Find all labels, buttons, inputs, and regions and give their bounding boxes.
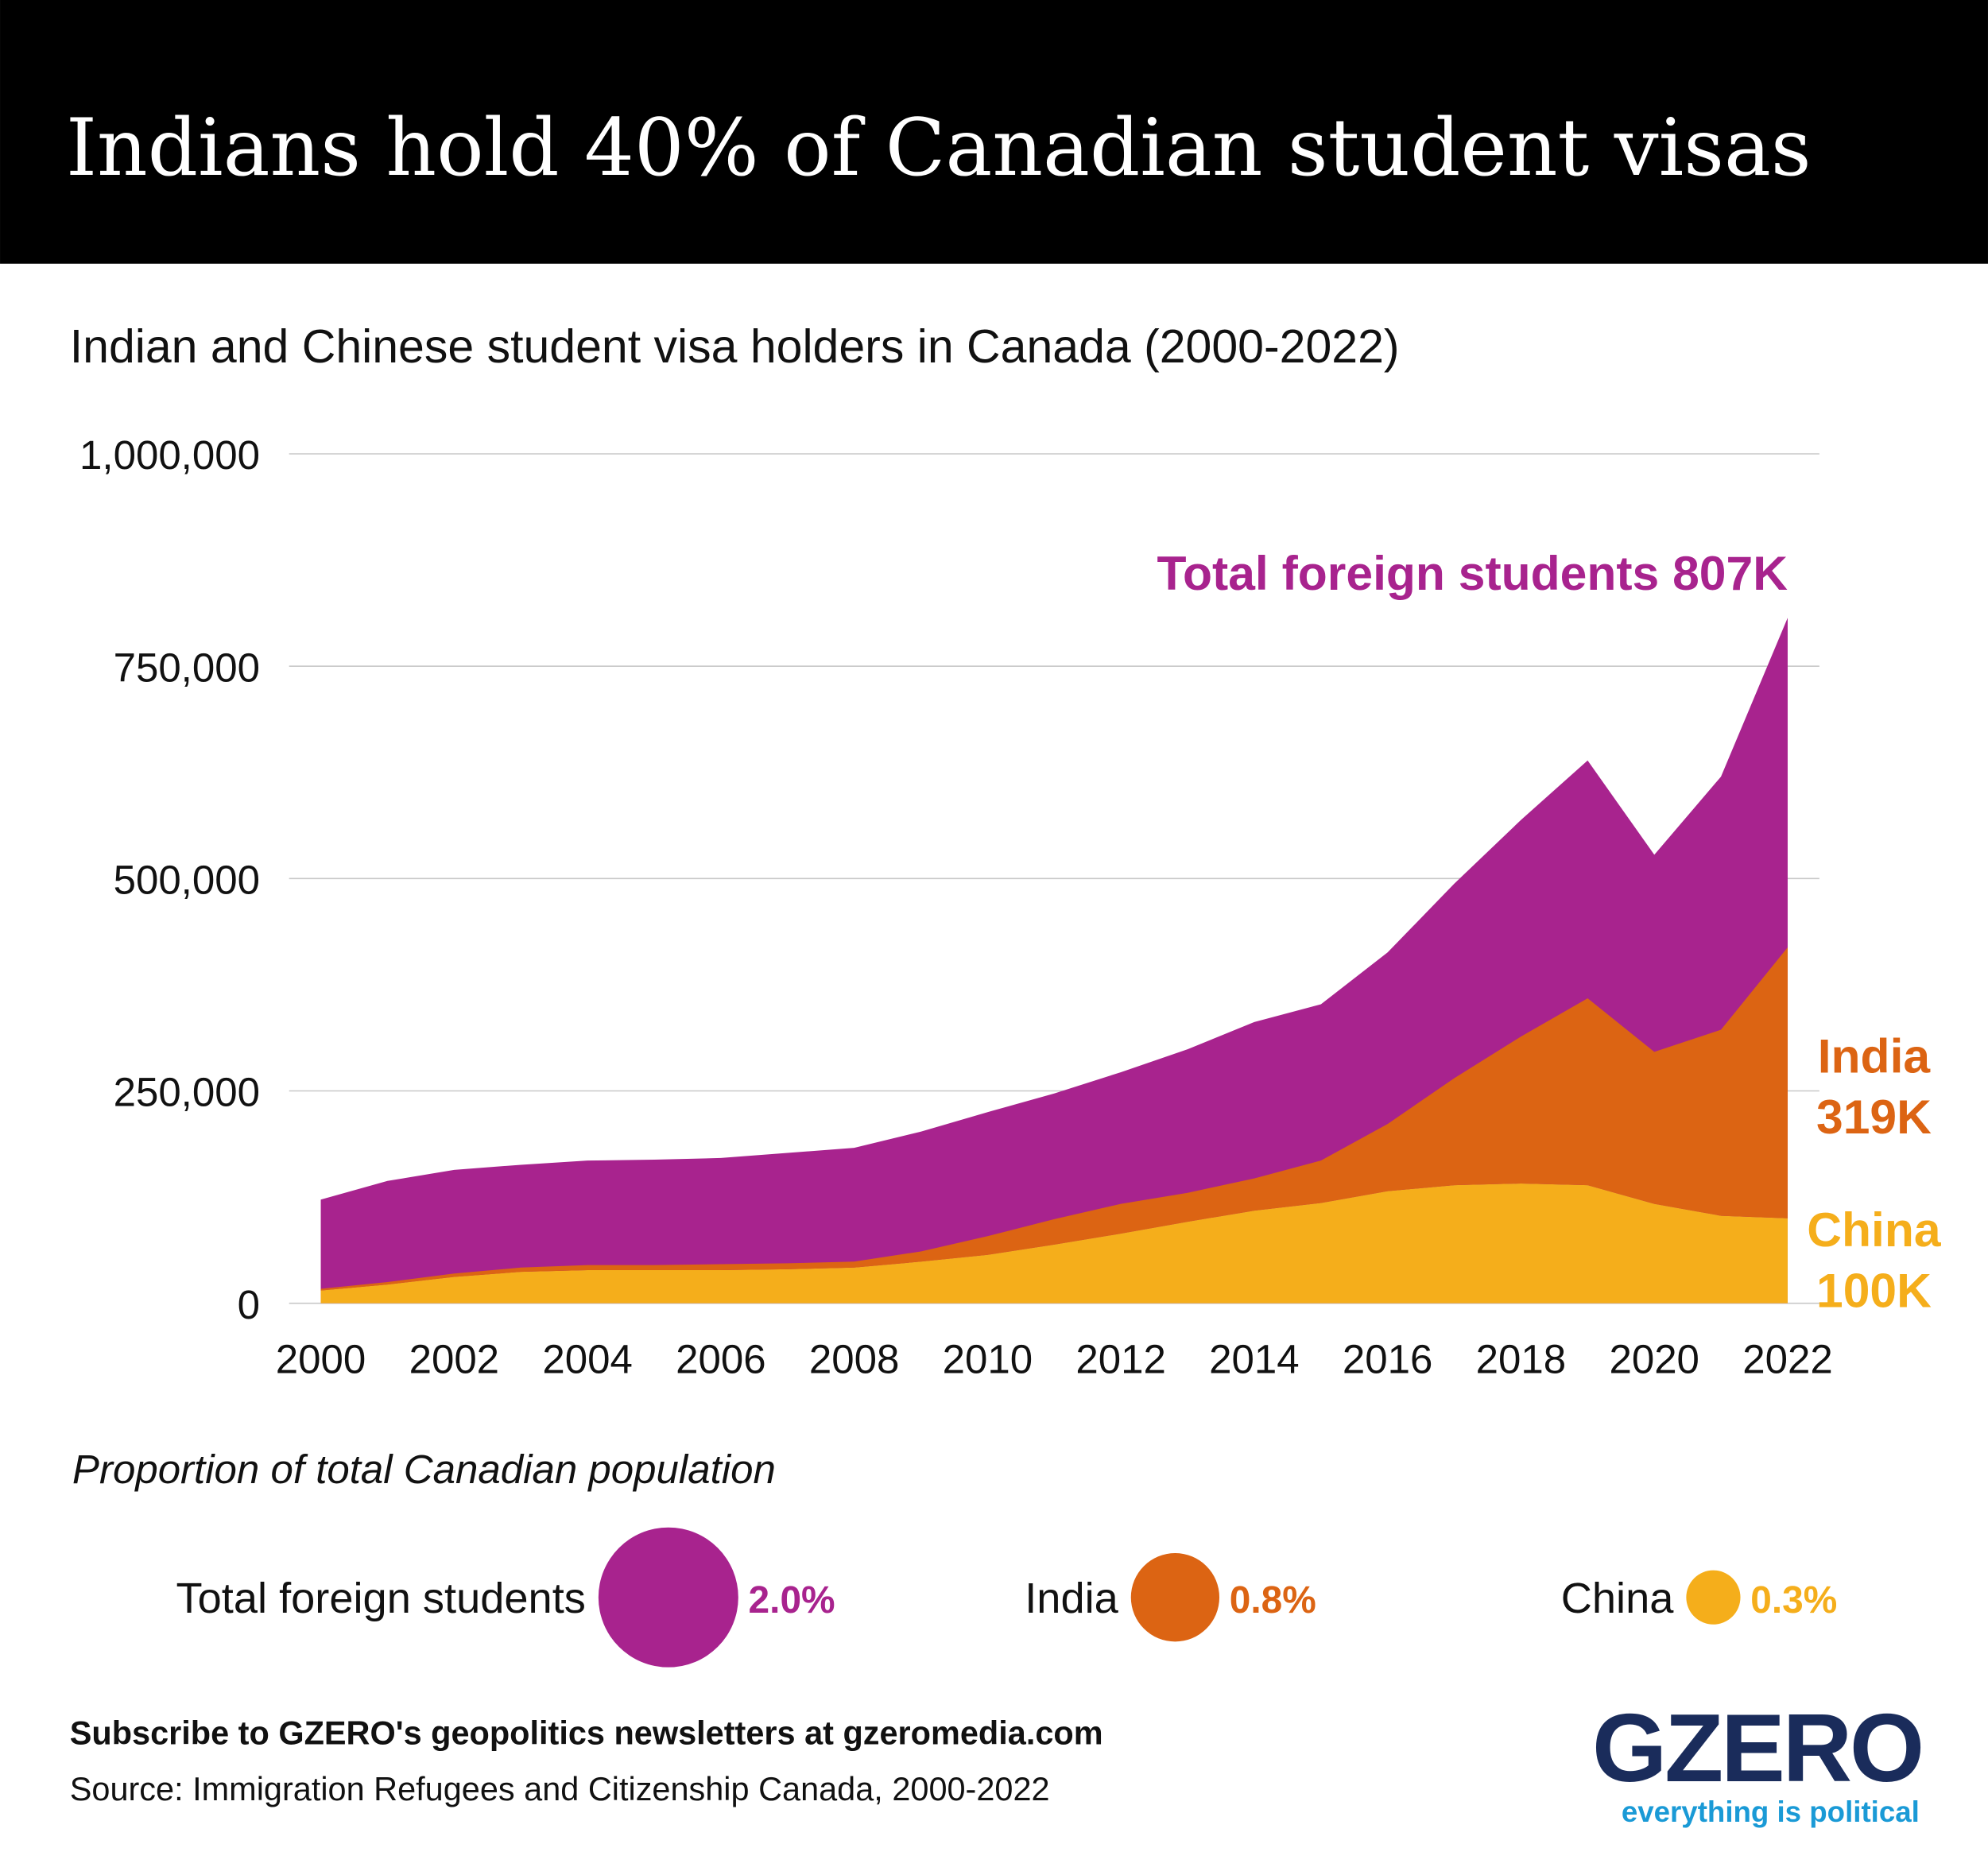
legend-value: 2.0%: [749, 1579, 835, 1621]
legend-label: India: [1025, 1575, 1118, 1622]
x-tick-label: 2004: [542, 1336, 633, 1381]
footer-source: Source: Immigration Refugees and Citizen…: [70, 1770, 1050, 1807]
legend-bubble: [1130, 1553, 1220, 1642]
annotation: 319K: [1816, 1090, 1932, 1144]
annotation: China: [1807, 1203, 1942, 1257]
header-band: [0, 0, 1988, 264]
area: [320, 947, 1788, 1291]
logo-tagline: everything is political: [1622, 1796, 1920, 1828]
legend-value: 0.8%: [1230, 1579, 1316, 1621]
y-tick-label: 0: [238, 1282, 260, 1327]
x-tick-label: 2010: [943, 1336, 1033, 1381]
x-tick-label: 2022: [1742, 1336, 1833, 1381]
legend-value: 0.3%: [1750, 1579, 1837, 1621]
chart-title: Indians hold 40% of Canadian student vis…: [66, 103, 1812, 194]
x-tick-label: 2018: [1476, 1336, 1567, 1381]
x-tick-label: 2016: [1343, 1336, 1433, 1381]
x-tick-label: 2008: [809, 1336, 899, 1381]
logo: GZERO: [1592, 1694, 1922, 1802]
legend-label: Total foreign students: [176, 1575, 586, 1622]
grid: 0 250,000 500,000 750,000 1,000,000 2000 2002 2…: [79, 432, 1833, 1381]
legend-title: Proportion of total Canadian population: [72, 1447, 776, 1492]
legend-label: China: [1561, 1575, 1675, 1622]
areas: [320, 618, 1788, 1304]
x-tick-label: 2006: [676, 1336, 766, 1381]
labels: Total foreign students 807K India 319K Chin…: [1157, 546, 1942, 1317]
y-tick-label: 250,000: [114, 1070, 260, 1115]
footer-subscribe: Subscribe to GZERO's geopolitics newslet…: [70, 1714, 1103, 1752]
x-tick-label: 2014: [1209, 1336, 1299, 1381]
annotation: 100K: [1816, 1263, 1932, 1317]
y-tick-label: 1,000,000: [79, 432, 260, 478]
annotation: Total foreign students 807K: [1157, 546, 1788, 600]
legend-bubble: [598, 1527, 738, 1668]
x-tick-label: 2020: [1609, 1336, 1699, 1381]
annotation: India: [1818, 1029, 1932, 1083]
chart-subtitle: Indian and Chinese student visa holders …: [70, 320, 1400, 373]
x-tick-label: 2002: [409, 1336, 500, 1381]
y-tick-label: 500,000: [114, 857, 260, 902]
x-tick-label: 2012: [1075, 1336, 1166, 1381]
y-tick-label: 750,000: [114, 645, 260, 690]
area: [320, 1183, 1788, 1304]
legend: Total foreign students 2.0% India 0.8% China…: [176, 1527, 1837, 1668]
legend-bubble: [1686, 1570, 1741, 1625]
x-tick-label: 2000: [276, 1336, 366, 1381]
